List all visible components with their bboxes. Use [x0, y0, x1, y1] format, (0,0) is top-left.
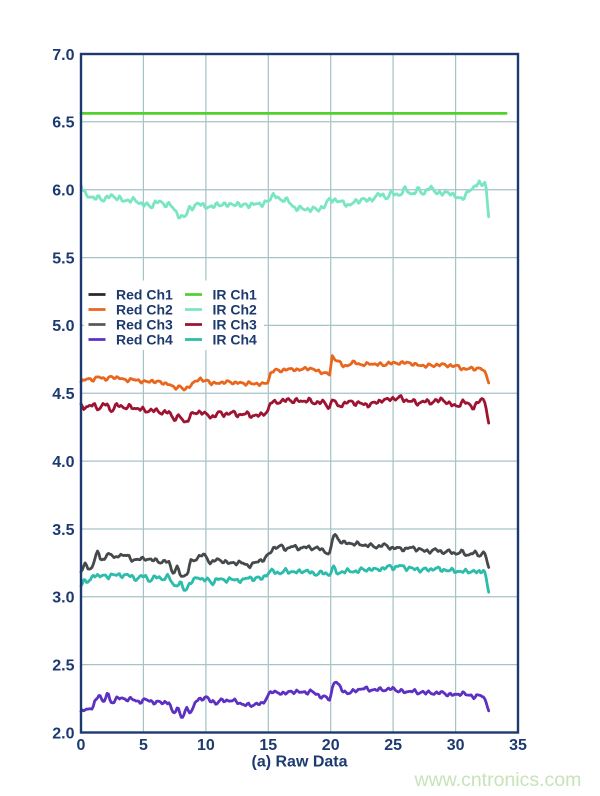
- svg-text:20: 20: [322, 737, 340, 754]
- svg-text:5.5: 5.5: [52, 250, 74, 267]
- svg-text:3.0: 3.0: [52, 590, 74, 607]
- svg-text:IR Ch4: IR Ch4: [213, 332, 258, 348]
- svg-text:(a) Raw Data: (a) Raw Data: [251, 754, 347, 771]
- svg-text:6.5: 6.5: [52, 115, 74, 132]
- svg-text:4.0: 4.0: [52, 454, 74, 471]
- svg-text:Red Ch1: Red Ch1: [116, 287, 173, 303]
- svg-text:5: 5: [139, 737, 148, 754]
- svg-text:www.cntronics.com: www.cntronics.com: [414, 769, 582, 791]
- svg-text:6.0: 6.0: [52, 183, 74, 200]
- svg-text:IR Ch2: IR Ch2: [213, 302, 258, 318]
- svg-text:7.0: 7.0: [52, 47, 74, 64]
- svg-text:3.5: 3.5: [52, 522, 74, 539]
- svg-text:Red Ch2: Red Ch2: [116, 302, 173, 318]
- svg-text:35: 35: [509, 737, 527, 754]
- svg-text:Red Ch3: Red Ch3: [116, 317, 173, 333]
- svg-text:Red Ch4: Red Ch4: [116, 332, 173, 348]
- svg-text:2.0: 2.0: [52, 725, 74, 742]
- svg-text:IR Ch1: IR Ch1: [213, 287, 258, 303]
- svg-text:15: 15: [259, 737, 277, 754]
- svg-text:4.5: 4.5: [52, 386, 74, 403]
- svg-text:5.0: 5.0: [52, 318, 74, 335]
- svg-text:2.5: 2.5: [52, 657, 74, 674]
- svg-text:10: 10: [197, 737, 215, 754]
- svg-text:30: 30: [447, 737, 465, 754]
- svg-text:0: 0: [77, 737, 86, 754]
- svg-text:25: 25: [384, 737, 402, 754]
- svg-text:IR Ch3: IR Ch3: [213, 317, 258, 333]
